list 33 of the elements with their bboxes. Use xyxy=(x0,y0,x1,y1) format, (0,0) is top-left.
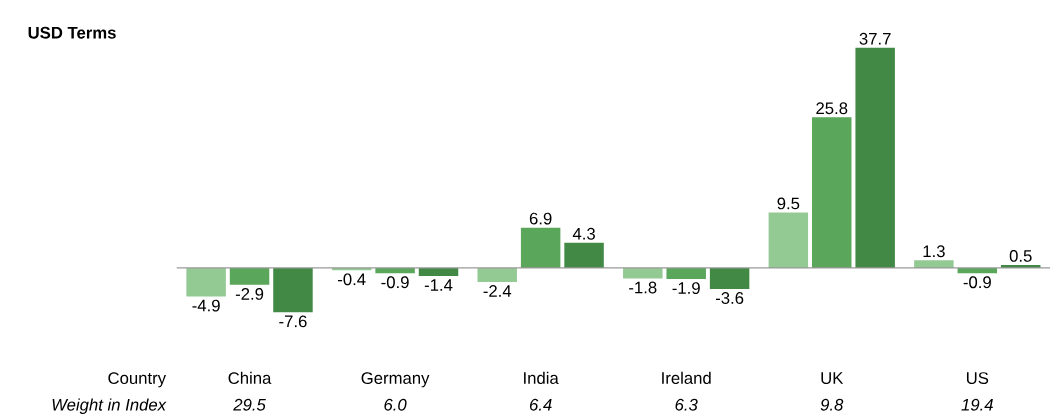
text: 19.4 xyxy=(961,398,993,411)
x-tick-label: Ireland xyxy=(662,371,711,384)
data-label: -1.4 xyxy=(424,279,453,291)
text: 6.0 xyxy=(384,398,407,411)
data-label: -0.4 xyxy=(338,273,366,286)
data-label: -1.8 xyxy=(629,281,657,294)
data-label: 0.5 xyxy=(1009,249,1032,262)
x-tick-label: UK xyxy=(821,372,844,384)
data-label: -0.9 xyxy=(963,276,991,288)
data-label: -1.9 xyxy=(672,281,700,294)
data-label: 9.5 xyxy=(777,197,800,210)
text: 6.3 xyxy=(675,398,698,411)
data-label: -7.6 xyxy=(279,315,307,328)
text: Country xyxy=(108,371,167,388)
chart-title: USD Terms xyxy=(28,26,116,39)
data-label: 4.3 xyxy=(572,227,595,240)
text: 9.8 xyxy=(820,398,844,411)
x-tick-label: India xyxy=(524,371,559,384)
data-label: -2.4 xyxy=(483,284,512,297)
data-label: 1.3 xyxy=(923,245,945,257)
data-label: 25.8 xyxy=(816,102,848,114)
x-tick-label: China xyxy=(228,371,272,384)
x-tick-label: US xyxy=(966,371,989,384)
data-label: 37.7 xyxy=(859,32,891,45)
data-label: -4.9 xyxy=(192,299,220,312)
data-label: -0.9 xyxy=(381,276,409,288)
text: 29.5 xyxy=(233,398,266,411)
data-label: 6.9 xyxy=(529,212,552,225)
x-tick-label: Germany xyxy=(361,371,430,388)
text: 6.4 xyxy=(529,398,552,411)
data-label: -2.9 xyxy=(235,287,264,300)
text: Weight in Index xyxy=(52,398,167,414)
data-label: -3.6 xyxy=(715,291,744,304)
